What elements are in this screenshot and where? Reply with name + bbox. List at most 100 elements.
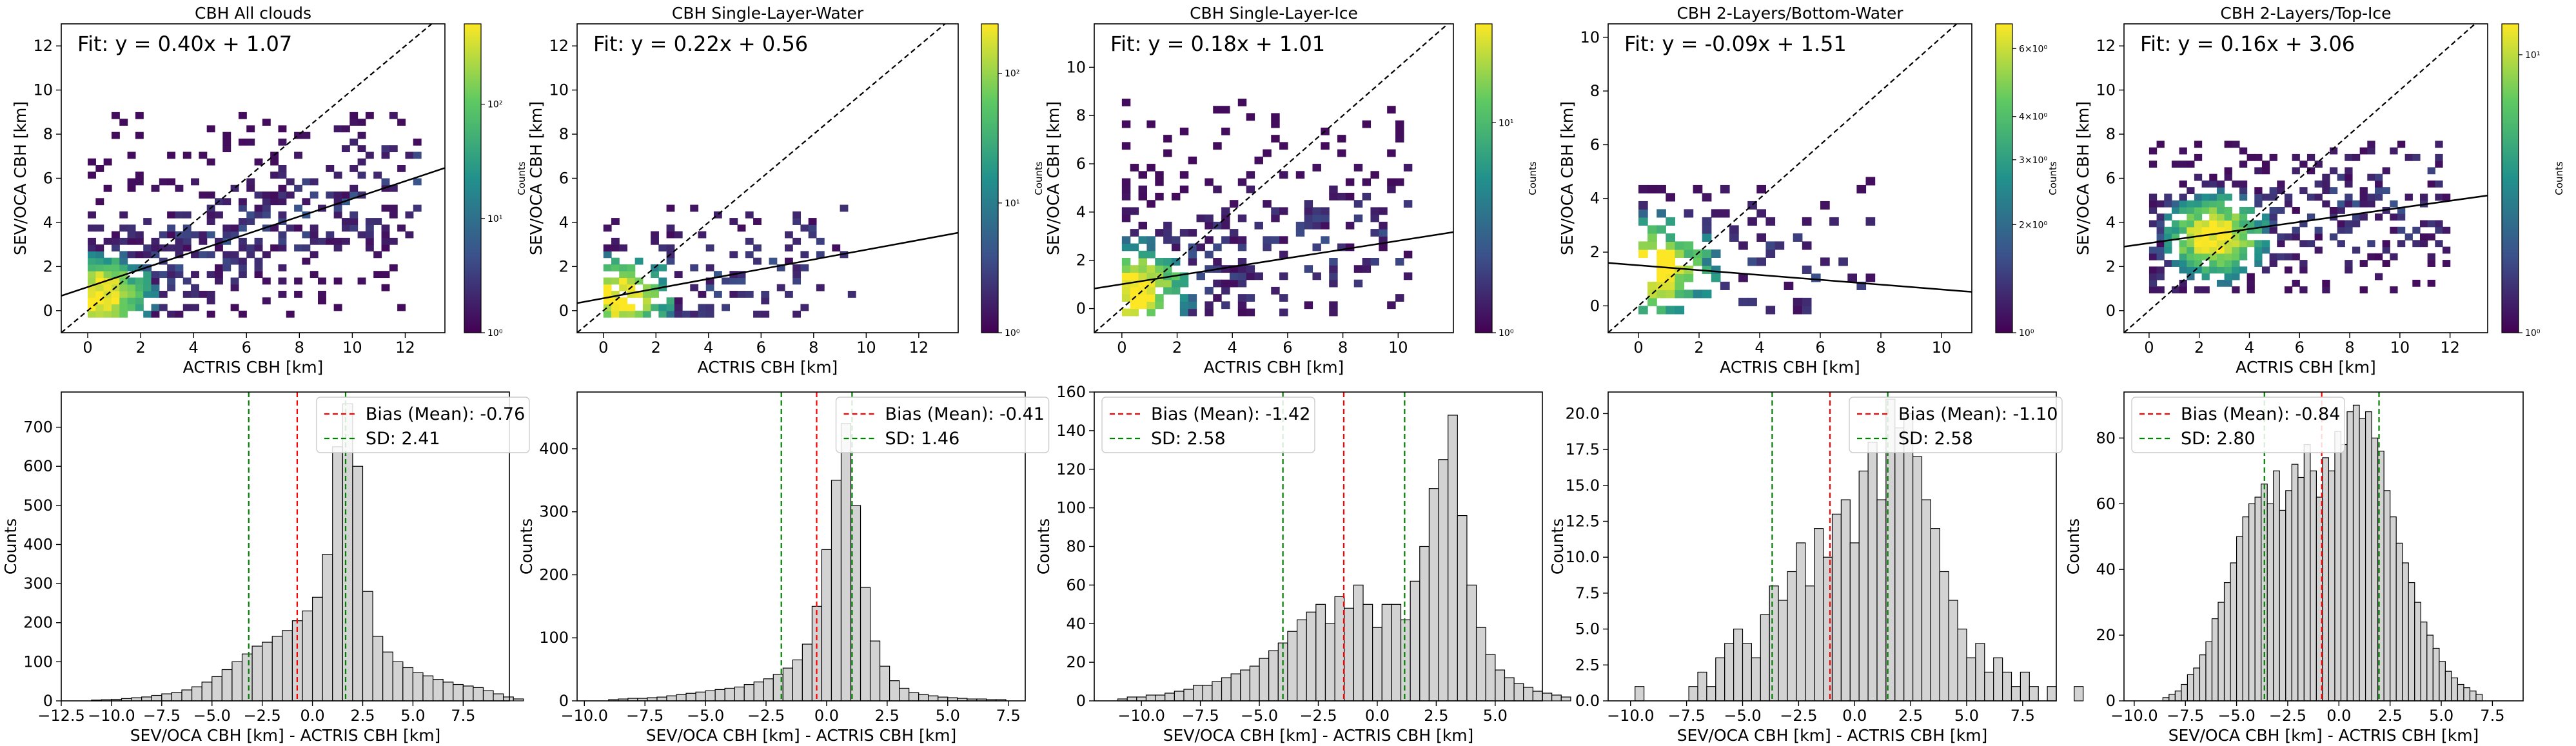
heatmap-cell bbox=[1138, 257, 1148, 266]
heatmap-cell bbox=[88, 297, 96, 305]
heatmap-cell bbox=[278, 198, 287, 206]
y-tick-label: 2.5 bbox=[1575, 656, 1600, 674]
heatmap-cell bbox=[254, 211, 263, 219]
heatmap-cell bbox=[2209, 206, 2217, 214]
heatmap-cell bbox=[302, 257, 311, 265]
heatmap-cell bbox=[1171, 257, 1181, 266]
heatmap-cell bbox=[2224, 266, 2232, 274]
x-tick-label: 6 bbox=[756, 339, 766, 357]
heatmap-cell bbox=[103, 237, 112, 245]
heatmap-cell bbox=[2224, 246, 2232, 254]
heatmap-cell bbox=[2187, 260, 2195, 267]
heatmap-cell bbox=[674, 231, 683, 239]
heatmap-cell bbox=[2164, 260, 2172, 267]
x-axis-label: ACTRIS CBH [km] bbox=[698, 358, 838, 377]
heatmap-cell bbox=[666, 204, 675, 212]
heatmap-cell bbox=[111, 112, 120, 119]
y-tick-label: 0.0 bbox=[1575, 692, 1600, 710]
heatmap-cell bbox=[127, 297, 136, 305]
heatmap-cell bbox=[1229, 229, 1239, 237]
heatmap-cell bbox=[167, 264, 176, 271]
heatmap-cell bbox=[1204, 236, 1214, 244]
heatmap-cell bbox=[1146, 164, 1155, 172]
heatmap-cell bbox=[1146, 120, 1155, 128]
heatmap-cell bbox=[2390, 147, 2398, 155]
x-tick-label: −10.0 bbox=[2110, 707, 2158, 725]
heatmap-cell bbox=[1246, 185, 1255, 193]
y-tick-label: 4 bbox=[1076, 203, 1086, 221]
heatmap-cell bbox=[381, 145, 390, 153]
heatmap-cell bbox=[690, 284, 699, 291]
heatmap-cell bbox=[182, 237, 192, 245]
heatmap-cell bbox=[2269, 187, 2277, 195]
heatmap-cell bbox=[206, 251, 215, 259]
heatmap-cell bbox=[1229, 236, 1239, 244]
heatmap-cell bbox=[230, 284, 239, 291]
heatmap-cell bbox=[1179, 229, 1189, 237]
histogram-bar bbox=[442, 682, 454, 702]
histogram-bar bbox=[656, 696, 667, 702]
heatmap-cell bbox=[127, 237, 136, 245]
histogram-bar bbox=[432, 679, 444, 702]
legend-bias-label: Bias (Mean): -1.42 bbox=[1151, 404, 1310, 424]
colorbar-label: Counts bbox=[516, 161, 527, 195]
heatmap-cell bbox=[1666, 217, 1675, 226]
heatmap-cell bbox=[2261, 161, 2270, 168]
heatmap-cell bbox=[2179, 286, 2187, 294]
y-tick-label: 8 bbox=[2106, 125, 2116, 143]
heatmap-cell bbox=[199, 237, 208, 245]
heatmap-cell bbox=[729, 290, 738, 298]
heatmap-cell bbox=[254, 244, 263, 252]
histogram-bar bbox=[221, 669, 233, 702]
heatmap-cell bbox=[119, 297, 128, 305]
heatmap-cell bbox=[365, 237, 374, 245]
heatmap-cell bbox=[2156, 240, 2165, 248]
heatmap-cell bbox=[2382, 260, 2390, 267]
heatmap-cell bbox=[705, 277, 714, 285]
x-tick-label: 5.0 bbox=[1954, 707, 1979, 725]
heatmap-cell bbox=[119, 310, 128, 318]
histogram-bar bbox=[1993, 657, 2003, 702]
heatmap-cell bbox=[1121, 308, 1131, 317]
heatmap-cell bbox=[206, 191, 215, 199]
heatmap-cell bbox=[1711, 249, 1721, 258]
heatmap-cell bbox=[1237, 214, 1247, 222]
heatmap-cell bbox=[95, 271, 104, 279]
heatmap-cell bbox=[2254, 187, 2263, 195]
heatmap-cell bbox=[2156, 273, 2165, 280]
histogram-bar bbox=[2463, 687, 2471, 702]
heatmap-cell bbox=[2239, 220, 2248, 228]
heatmap-cell bbox=[1337, 149, 1346, 157]
heatmap-cell bbox=[262, 251, 271, 259]
heatmap-cell bbox=[1179, 301, 1189, 309]
heatmap-cell bbox=[2435, 226, 2443, 234]
heatmap-cell bbox=[111, 132, 120, 139]
histogram-bar bbox=[792, 659, 803, 702]
heatmap-cell bbox=[2254, 246, 2263, 254]
heatmap-cell bbox=[1362, 192, 1372, 201]
heatmap-cell bbox=[246, 244, 255, 252]
heatmap-cell bbox=[103, 271, 112, 279]
histogram-bar bbox=[282, 630, 293, 702]
heatmap-cell bbox=[310, 237, 319, 245]
heatmap-cell bbox=[1138, 279, 1148, 288]
heatmap-cell bbox=[2269, 153, 2277, 161]
heatmap-cell bbox=[1647, 241, 1657, 250]
heatmap-cell bbox=[333, 237, 342, 245]
x-tick-label: 8 bbox=[2345, 339, 2354, 357]
heatmap-cell bbox=[1329, 257, 1338, 266]
heatmap-cell bbox=[1279, 236, 1288, 244]
chart-title: CBH Single-Layer-Ice bbox=[1190, 4, 1358, 23]
heatmap-cell bbox=[278, 125, 287, 133]
heatmap-cell bbox=[1221, 301, 1230, 309]
heatmap-cell bbox=[2292, 253, 2300, 260]
histogram-bar bbox=[1769, 585, 1779, 702]
heatmap-cell bbox=[2322, 286, 2330, 294]
heatmap-cell bbox=[658, 244, 667, 252]
heatmap-cell bbox=[88, 290, 96, 298]
heatmap-cell bbox=[1702, 225, 1712, 234]
heatmap-cell bbox=[2201, 240, 2210, 248]
heatmap-cell bbox=[698, 290, 707, 298]
legend-frame bbox=[835, 397, 1050, 453]
